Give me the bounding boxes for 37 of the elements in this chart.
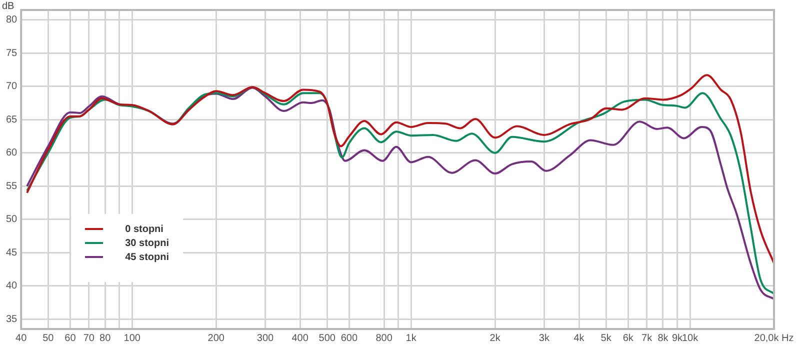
- x-tick-label: 6k: [622, 332, 634, 344]
- y-tick-label: 45: [6, 247, 18, 258]
- x-tick-label: 60: [64, 332, 76, 344]
- legend-label: 45 stopni: [125, 252, 170, 263]
- y-axis-title: dB: [2, 0, 15, 12]
- x-tick-label: 40: [16, 332, 28, 344]
- legend-label: 30 stopni: [125, 238, 170, 249]
- y-tick-label: 75: [6, 48, 18, 59]
- x-tick-label: 2k: [490, 332, 502, 344]
- x-tick-label: 5k: [600, 332, 612, 344]
- x-tick-label: 50: [42, 332, 54, 344]
- y-tick-label: 35: [6, 314, 18, 325]
- x-tick-label: 7k: [642, 332, 654, 344]
- y-tick-label: 40: [6, 280, 18, 292]
- x-tick-label: 1k: [406, 332, 418, 344]
- x-tick-label: 10k: [682, 332, 700, 344]
- x-tick-label: 300: [256, 332, 274, 344]
- x-tick-label: 9k: [672, 332, 684, 344]
- y-tick-label: 70: [6, 81, 18, 92]
- x-tick-label: 4k: [574, 332, 586, 344]
- x-tick-label: 3k: [538, 332, 550, 344]
- x-tick-label: 200: [208, 332, 225, 344]
- legend-label: 0 stopni: [125, 224, 164, 235]
- y-tick-label: 55: [6, 180, 18, 192]
- x-tick-label: 400: [292, 332, 309, 344]
- x-tick-label: 70: [83, 332, 95, 344]
- x-tick-label: 800: [376, 332, 393, 344]
- x-tick-label: 500: [318, 332, 336, 344]
- y-tick-label: 80: [6, 14, 18, 26]
- y-tick-label: 50: [6, 214, 18, 226]
- y-tick-label: 65: [6, 114, 18, 126]
- y-tick-label: 60: [6, 148, 18, 159]
- x-tick-label: 8k: [658, 332, 670, 344]
- x-tick-label: 20,0k Hz: [754, 332, 794, 344]
- x-tick-label: 600: [340, 332, 358, 344]
- x-tick-label: 80: [100, 332, 112, 344]
- x-tick-label: 100: [124, 332, 141, 344]
